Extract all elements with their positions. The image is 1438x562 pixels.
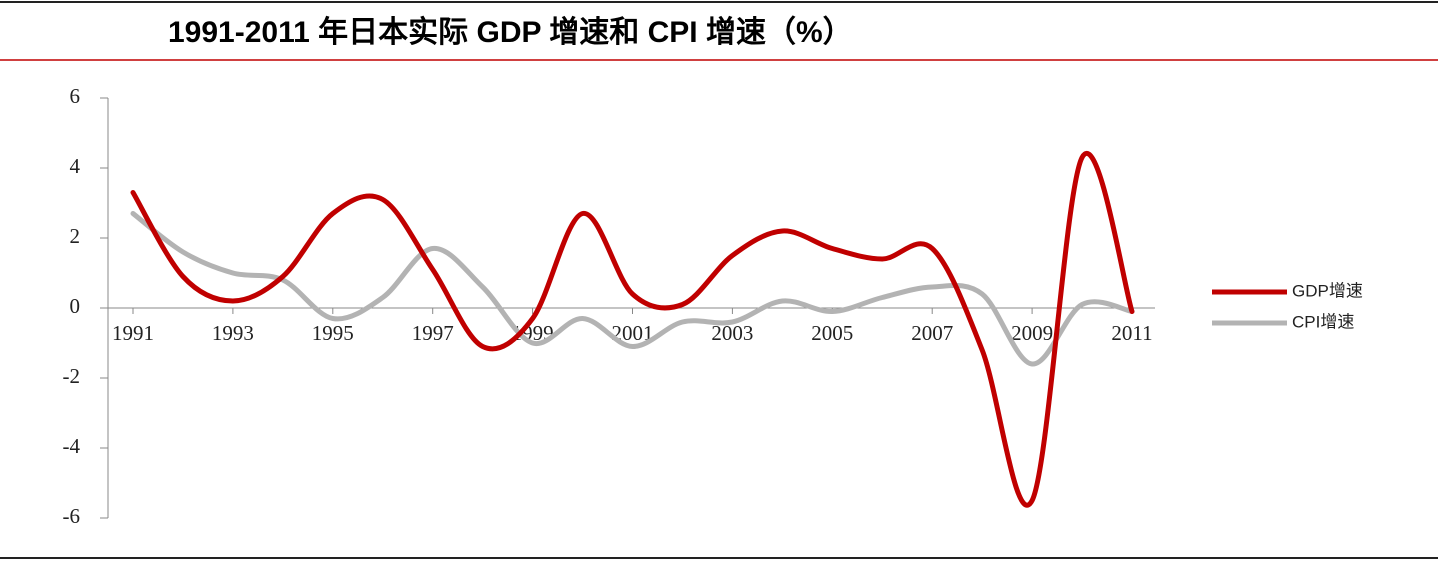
y-tick-label: -2: [63, 364, 81, 388]
x-tick-label: 2007: [911, 321, 953, 345]
y-tick-label: -6: [63, 504, 81, 528]
series-line: [130, 211, 1135, 367]
x-tick-label: 2005: [811, 321, 853, 345]
y-tick-label: 6: [70, 84, 81, 108]
x-tick-label: 1991: [112, 321, 154, 345]
legend-label: CPI增速: [1292, 312, 1354, 331]
x-tick-label: 2011: [1111, 321, 1152, 345]
chart-title: 1991-2011 年日本实际 GDP 增速和 CPI 增速（%）: [168, 15, 853, 49]
y-tick-label: -4: [63, 434, 81, 458]
x-tick-label: 1995: [312, 321, 354, 345]
y-tick-label: 4: [70, 154, 81, 178]
series-line: [130, 151, 1135, 508]
y-tick-label: 2: [70, 224, 81, 248]
x-tick-label: 1997: [412, 321, 454, 345]
x-tick-label: 1993: [212, 321, 254, 345]
x-tick-label: 2009: [1011, 321, 1053, 345]
legend-label: GDP增速: [1292, 281, 1363, 300]
y-tick-label: 0: [70, 294, 81, 318]
